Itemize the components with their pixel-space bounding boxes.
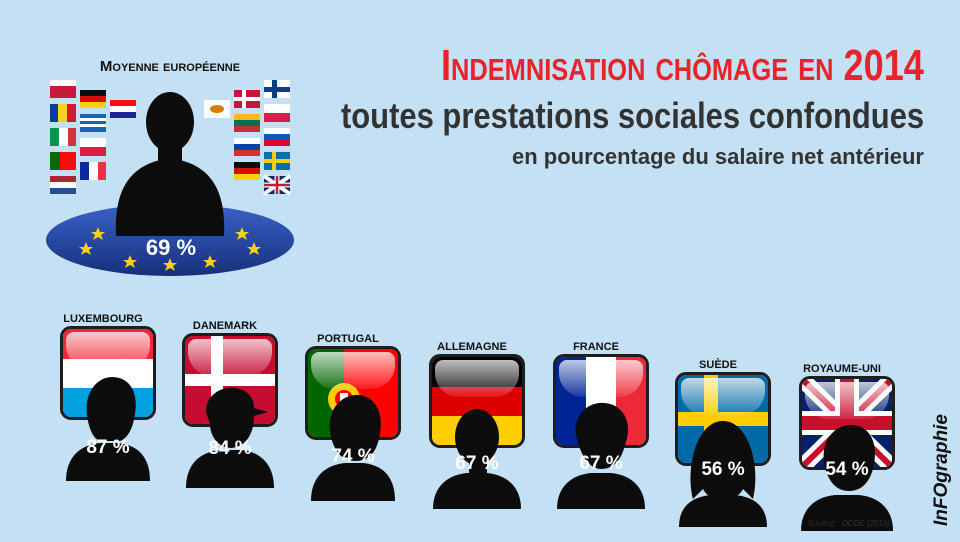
country-label: Luxembourg xyxy=(63,313,143,325)
value-label: 56 % xyxy=(701,459,745,480)
average-person-silhouette xyxy=(115,92,225,236)
bar-danemark: Danemark 84 % xyxy=(162,320,288,488)
value-label: 84 % xyxy=(208,438,252,459)
bar-luxembourg: Luxembourg 87 % xyxy=(40,313,166,488)
chart-title: Indemnisation chômage en 2014 xyxy=(441,41,924,90)
average-label: Moyenne européenne xyxy=(99,58,241,75)
person-silhouette xyxy=(801,425,893,531)
bar-suede: Suède 56 % xyxy=(655,359,781,527)
eu-average-panel: Moyenne européenne 69 % xyxy=(44,52,296,278)
country-label: Suède xyxy=(699,359,737,371)
infographie-logo-icon: InFOgraphie xyxy=(931,414,952,526)
bar-portugal: Portugal 74 % xyxy=(285,333,411,501)
country-label: Royaume-Uni xyxy=(803,363,881,375)
value-label: 74 % xyxy=(331,446,375,467)
average-value: 69 % xyxy=(145,235,197,260)
bar-allemagne: Allemagne 67 % xyxy=(409,341,535,509)
value-label: 67 % xyxy=(455,453,499,474)
country-label: Danemark xyxy=(192,320,258,332)
chart-subtitle: toutes prestations sociales confondues xyxy=(340,95,924,136)
bar-royaume-uni: Royaume-Uni 54 % xyxy=(779,363,905,531)
bar-france: France 67 % xyxy=(533,341,659,509)
person-silhouette xyxy=(557,402,645,509)
country-label: Allemagne xyxy=(437,341,507,353)
person-silhouette xyxy=(311,395,395,501)
brand-logo-text: InFOgraphie xyxy=(931,414,952,526)
country-label: France xyxy=(573,341,619,353)
value-label: 67 % xyxy=(579,453,623,474)
value-label: 54 % xyxy=(825,459,869,480)
source-note: Source : OCDE (2016) xyxy=(807,519,890,528)
eu-flags-icon xyxy=(46,80,294,276)
person-silhouette xyxy=(679,421,767,527)
unit-label: en pourcentage du salaire net antérieur xyxy=(511,144,924,169)
value-label: 87 % xyxy=(86,437,130,458)
country-label: Portugal xyxy=(317,333,379,345)
person-silhouette xyxy=(433,409,521,509)
person-silhouette xyxy=(66,377,150,481)
person-silhouette xyxy=(186,387,274,488)
